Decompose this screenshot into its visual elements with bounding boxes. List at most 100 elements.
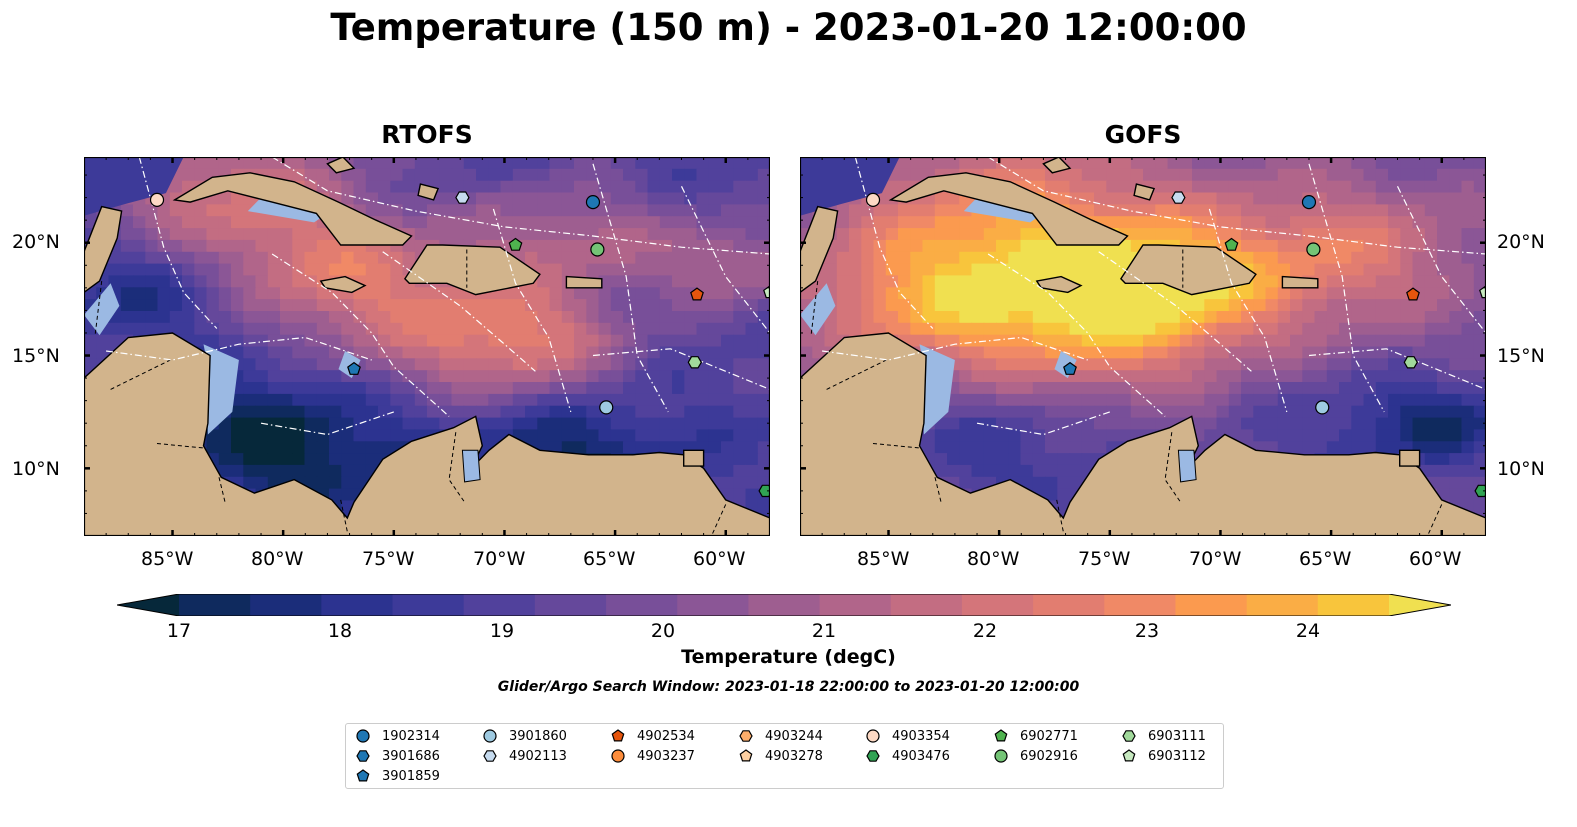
legend-item: 3901859	[354, 767, 440, 785]
float-marker-6903112	[763, 285, 770, 299]
legend-label: 6903112	[1148, 748, 1206, 764]
colorbar-bin	[1317, 594, 1390, 616]
legend-label: 3901686	[382, 748, 440, 764]
lon-tick-label: 75°W	[362, 548, 415, 570]
map-frame	[84, 157, 770, 536]
landmass-central	[84, 332, 770, 536]
shallow-shelf	[963, 197, 1044, 223]
colorbar-bin	[1175, 594, 1248, 616]
eez-boundary	[271, 157, 770, 255]
landmass-jamaica	[319, 275, 367, 294]
eez-boundary	[987, 157, 1486, 255]
national-border	[448, 432, 466, 503]
national-border	[1164, 432, 1182, 503]
float-marker-3901859	[356, 769, 370, 782]
legend-item: 6902916	[992, 747, 1078, 765]
national-border	[218, 477, 227, 505]
float-marker-6903111	[1122, 730, 1136, 742]
float-marker-6902916	[1306, 242, 1321, 257]
legend-item: 6903112	[1120, 747, 1206, 765]
minor-ticks	[84, 157, 770, 536]
shallow-shelf	[203, 344, 239, 435]
float-marker-3901859	[347, 361, 361, 375]
map-panel-gofs	[800, 157, 1486, 536]
colorbar-bin	[250, 594, 322, 616]
national-border	[872, 443, 920, 449]
landmass-hispaniola	[1120, 244, 1257, 296]
lat-tick-label: 10°N	[12, 458, 60, 480]
eez-boundary	[822, 336, 1088, 361]
colorbar-bin	[677, 594, 749, 616]
legend-marker-icon	[356, 750, 370, 762]
lon-tick-label: 65°W	[1299, 548, 1352, 570]
colorbar-bin	[748, 594, 821, 616]
colorbar-bin	[179, 594, 251, 616]
float-marker-4902113	[483, 750, 497, 762]
colorbar-tick-label: 22	[972, 620, 998, 642]
legend-item: 6902771	[992, 727, 1078, 745]
land	[84, 157, 770, 536]
lake-maracaibo	[1177, 449, 1197, 483]
float-marker-4903237	[611, 749, 625, 763]
landmass-jamaica	[1035, 275, 1083, 294]
colorbar-tick-label: 21	[811, 620, 837, 642]
eez-boundary	[1308, 163, 1385, 413]
eez-boundary	[592, 163, 669, 413]
lon-tick-label: 80°W	[967, 548, 1020, 570]
temperature-colorbar	[117, 594, 1451, 616]
float-marker-6902771	[1224, 237, 1239, 251]
legend-item: 4903237	[609, 747, 695, 765]
float-marker-3901686	[356, 750, 370, 762]
colorbar-bin	[961, 594, 1034, 616]
legend-item: 4902113	[481, 747, 567, 765]
national-border	[712, 504, 727, 534]
national-border	[810, 281, 819, 336]
float-marker-6903111	[1403, 356, 1418, 369]
landmass-central	[800, 332, 1486, 536]
colorbar-bin	[321, 594, 394, 616]
lon-tick-label: 85°W	[857, 548, 910, 570]
float-marker-3901860	[1315, 400, 1330, 415]
national-border	[340, 499, 348, 532]
colorbar-tick-label: 18	[327, 620, 353, 642]
landmass-bahamas1	[1133, 183, 1156, 201]
float-marker-6903111	[687, 356, 702, 369]
float-legend: 1902314 3901686 3901859 3901860 4902113 …	[345, 723, 1224, 789]
eez-boundary	[1208, 208, 1288, 413]
colorbar-bin	[392, 594, 465, 616]
legend-item: 4903354	[864, 727, 950, 745]
float-marker-4902534	[690, 287, 704, 301]
float-marker-4902113	[1171, 191, 1186, 204]
landmass-bahamas2	[1042, 157, 1072, 174]
panel-title-rtofs: RTOFS	[381, 120, 473, 149]
legend-marker-icon	[739, 749, 753, 762]
legend-label: 4903354	[892, 728, 950, 744]
eez-boundary	[1396, 186, 1486, 334]
float-marker-6902916	[994, 749, 1008, 763]
national-border	[1428, 504, 1443, 534]
colorbar-bin	[534, 594, 607, 616]
legend-item: 4903278	[737, 747, 823, 765]
legend-label: 6902771	[1020, 728, 1078, 744]
colorbar-tick-label: 23	[1134, 620, 1160, 642]
legend-label: 4903237	[637, 748, 695, 764]
float-markers	[149, 191, 770, 498]
panel-title-gofs: GOFS	[1104, 120, 1182, 149]
lon-tick-label: 65°W	[583, 548, 636, 570]
legend-label: 6902916	[1020, 748, 1078, 764]
colorbar-bin	[1246, 594, 1319, 616]
legend-marker-icon	[356, 729, 370, 743]
eez-boundary	[106, 336, 372, 361]
colorbar-max-extend	[1389, 594, 1451, 616]
float-marker-4903354	[149, 192, 165, 207]
national-border	[934, 477, 943, 505]
lon-tick-label: 70°W	[1189, 548, 1242, 570]
float-marker-4902534	[611, 729, 625, 742]
landmass-puertorico	[1281, 275, 1319, 289]
legend-marker-icon	[611, 749, 625, 763]
lat-tick-label: 20°N	[1497, 231, 1545, 253]
float-marker-4902534	[1406, 287, 1420, 301]
legend-label: 4902534	[637, 728, 695, 744]
legend-marker-icon	[739, 730, 753, 742]
float-marker-3901859	[1063, 361, 1077, 375]
